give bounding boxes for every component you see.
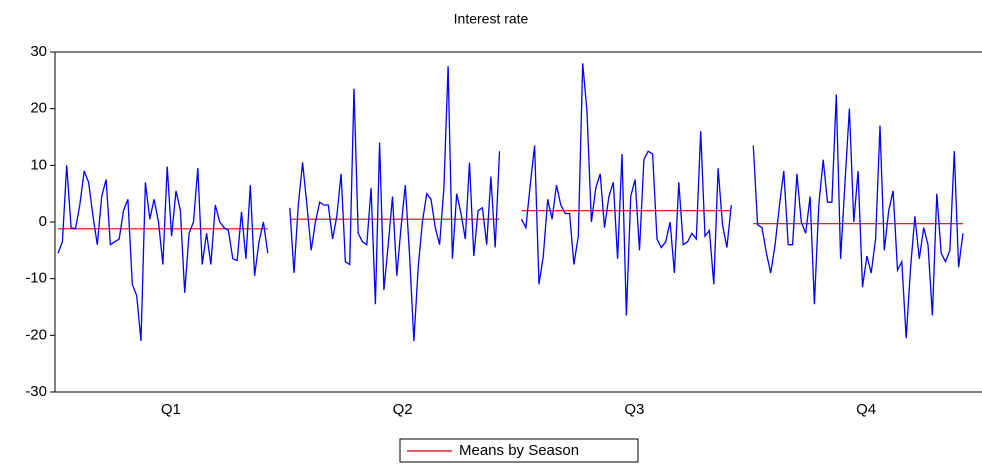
y-tick-label: -10 bbox=[25, 270, 47, 287]
y-tick-label: 10 bbox=[30, 156, 47, 173]
x-tick-label: Q4 bbox=[856, 401, 876, 418]
season-line bbox=[752, 94, 964, 339]
legend-label: Means by Season bbox=[459, 442, 579, 459]
x-tick-label: Q2 bbox=[393, 401, 413, 418]
y-tick-label: -20 bbox=[25, 326, 47, 343]
season-line bbox=[289, 66, 501, 342]
season-line bbox=[57, 165, 269, 342]
y-tick-label: -30 bbox=[25, 383, 47, 400]
x-tick-label: Q3 bbox=[624, 401, 644, 418]
chart-title: Interest rate bbox=[454, 11, 529, 27]
y-tick-label: 20 bbox=[30, 100, 47, 117]
x-tick-label: Q1 bbox=[161, 401, 181, 418]
legend-box bbox=[399, 438, 639, 463]
y-tick-label: 0 bbox=[39, 213, 47, 230]
y-tick-label: 30 bbox=[30, 43, 47, 60]
season-line bbox=[520, 63, 732, 316]
